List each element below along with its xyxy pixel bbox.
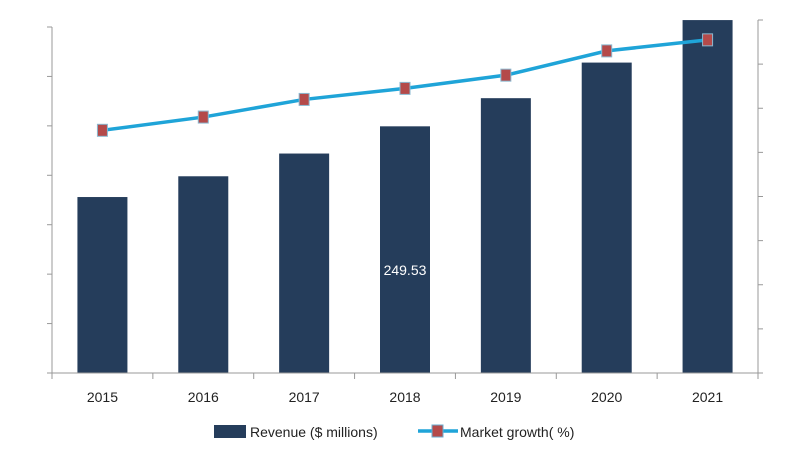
x-tick-label-2016: 2016 [188,389,219,405]
bar-2019 [480,98,531,374]
axes-layer [47,19,763,379]
bar-2018 [380,126,430,373]
growth-marker-2015 [96,123,108,137]
growth-marker-2016 [197,110,209,124]
bar-2016 [178,176,229,373]
x-tick-label-2017: 2017 [289,389,320,405]
bar-2017 [279,153,330,373]
x-tick-label-2018: 2018 [389,389,420,405]
labels-layer: 2015 2016 2017 2018 2019 2020 2021 249.53 [87,262,724,405]
bar-2020 [581,62,632,374]
x-tick-label-2015: 2015 [87,389,118,405]
x-tick-label-2020: 2020 [591,389,622,405]
bars-layer [77,20,733,374]
bar-2021 [682,20,733,374]
growth-marker-2021 [702,33,714,47]
growth-marker-2020 [601,44,613,58]
legend-swatch-revenue [214,425,246,438]
line-layer [96,33,714,137]
x-tick-label-2019: 2019 [490,389,521,405]
x-tick-label-2021: 2021 [692,389,723,405]
legend-label-growth: Market growth( %) [460,424,574,440]
legend: Revenue ($ millions) Market growth( %) [214,424,574,440]
legend-label-revenue: Revenue ($ millions) [250,424,378,440]
legend-marker-growth [431,424,444,438]
bar-2015 [77,197,128,373]
data-label-2018: 249.53 [384,262,427,278]
growth-marker-2017 [298,92,310,106]
growth-marker-2018 [399,81,411,95]
growth-marker-2019 [500,68,512,82]
